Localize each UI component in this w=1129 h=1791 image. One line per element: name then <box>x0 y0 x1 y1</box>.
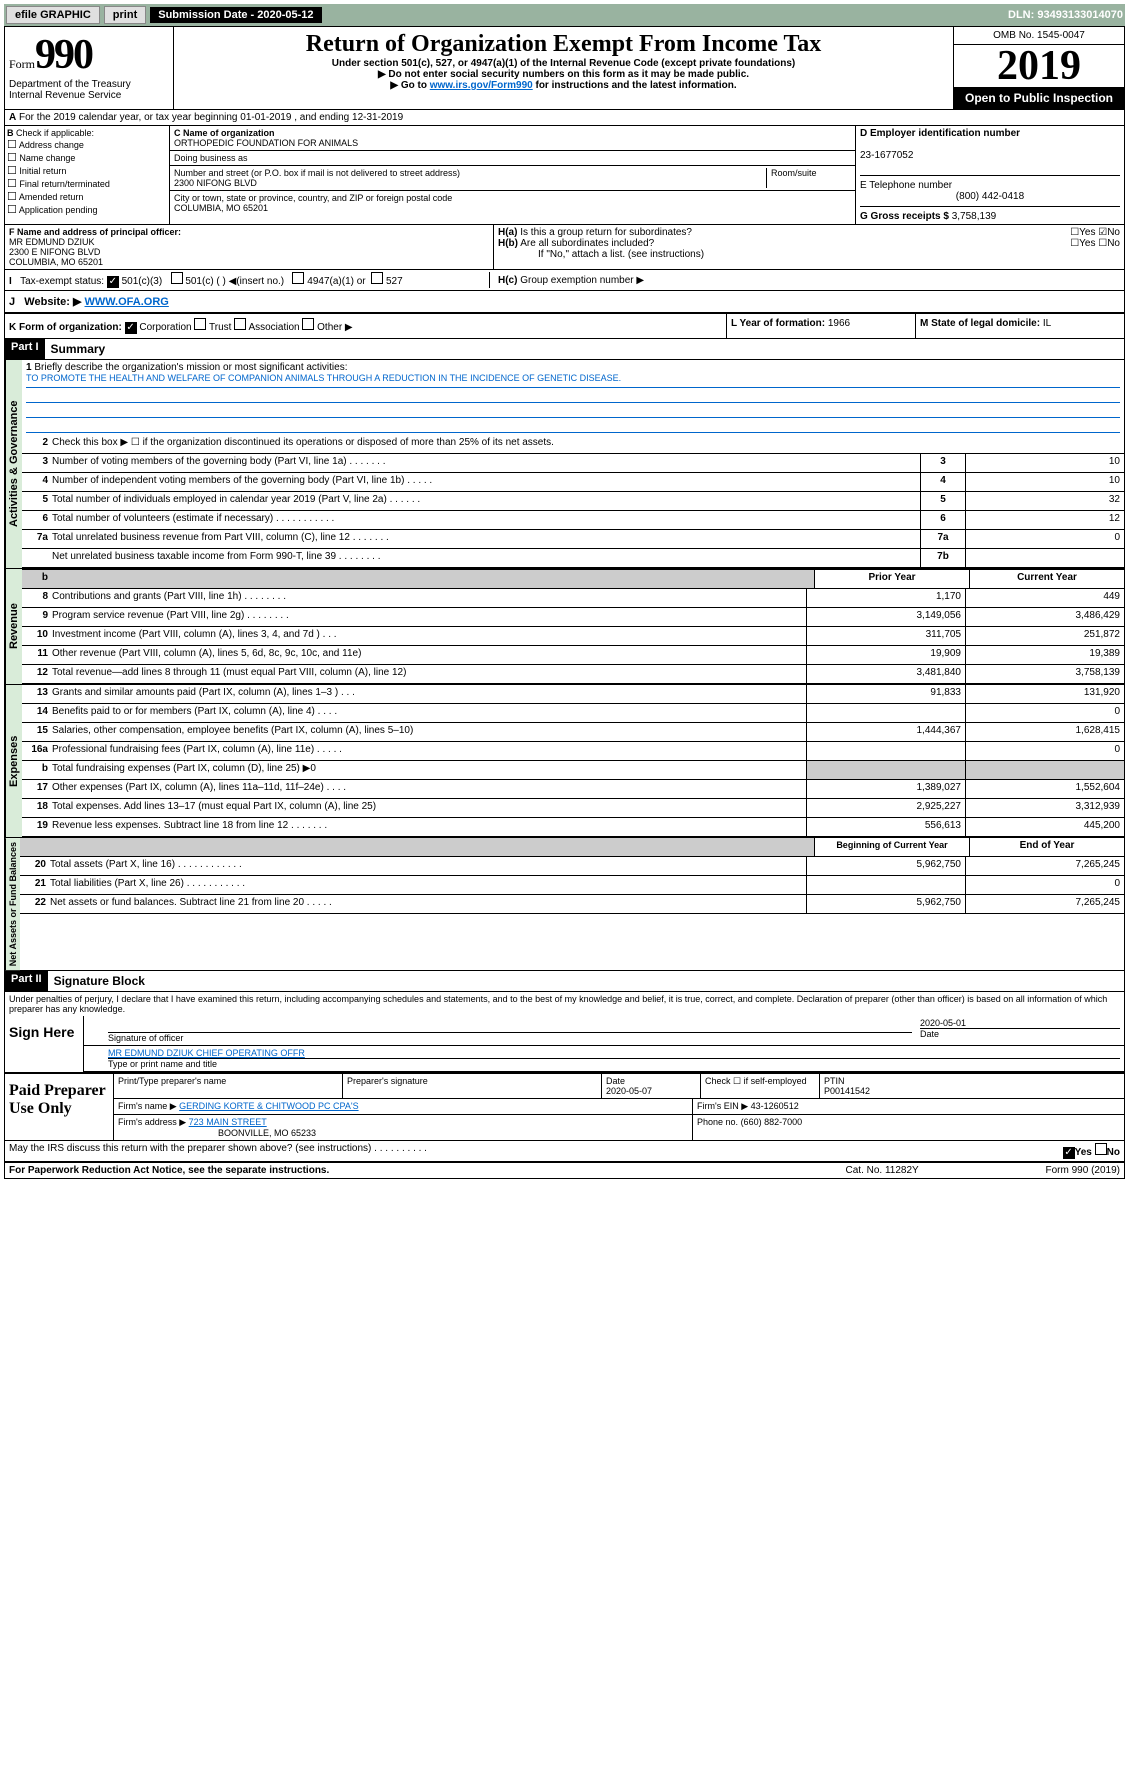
col-l: L Year of formation: 1966 <box>726 314 915 338</box>
col-k: K Form of organization: ✓ Corporation Tr… <box>5 314 726 338</box>
dln: DLN: 93493133014070 <box>1008 9 1123 21</box>
form-ref: Form 990 (2019) <box>1046 1165 1120 1176</box>
tax-year: 2019 <box>954 45 1124 87</box>
expenses-label: Expenses <box>5 685 22 837</box>
col-f: F Name and address of principal officer:… <box>5 225 494 269</box>
form-container: Form990 Department of the Treasury Inter… <box>4 26 1125 1179</box>
subtitle-2: ▶ Do not enter social security numbers o… <box>178 69 949 80</box>
part1-title: Summary <box>45 339 112 359</box>
revenue-label: Revenue <box>5 569 22 684</box>
cat-no: Cat. No. 11282Y <box>846 1165 1046 1176</box>
efile-btn[interactable]: efile GRAPHIC <box>6 6 100 24</box>
pra-notice: For Paperwork Reduction Act Notice, see … <box>9 1165 846 1176</box>
sign-here: Sign Here <box>5 1016 84 1072</box>
mission-text: TO PROMOTE THE HEALTH AND WELFARE OF COM… <box>26 373 1120 388</box>
toolbar: efile GRAPHIC print Submission Date - 20… <box>4 4 1125 26</box>
subtitle-1: Under section 501(c), 527, or 4947(a)(1)… <box>178 58 949 69</box>
irs: Internal Revenue Service <box>9 90 169 101</box>
form-number: 990 <box>35 32 92 78</box>
row-i: I Tax-exempt status: ✓ 501(c)(3) 501(c) … <box>5 270 1124 291</box>
submission-date: Submission Date - 2020-05-12 <box>150 7 321 23</box>
discuss-text: May the IRS discuss this return with the… <box>9 1143 1063 1159</box>
row-j: J Website: ▶ WWW.OFA.ORG <box>5 291 1124 314</box>
part1-header: Part I <box>5 339 45 359</box>
part2-title: Signature Block <box>48 971 151 991</box>
netassets-label: Net Assets or Fund Balances <box>5 838 20 970</box>
form-title: Return of Organization Exempt From Incom… <box>178 31 949 58</box>
open-public: Open to Public Inspection <box>954 87 1124 109</box>
col-m: M State of legal domicile: IL <box>915 314 1124 338</box>
print-btn[interactable]: print <box>104 6 146 24</box>
activities-label: Activities & Governance <box>5 360 22 568</box>
part2-header: Part II <box>5 971 48 991</box>
col-b: B Check if applicable: ☐ Address change … <box>5 126 170 224</box>
dept-treasury: Department of the Treasury <box>9 79 169 90</box>
form-word: Form <box>9 57 35 71</box>
paid-preparer: Paid Preparer Use Only <box>5 1074 113 1140</box>
subtitle-3: ▶ Go to www.irs.gov/Form990 for instruct… <box>178 80 949 91</box>
row-a: A For the 2019 calendar year, or tax yea… <box>5 110 1124 126</box>
perjury-text: Under penalties of perjury, I declare th… <box>5 992 1124 1016</box>
website-link[interactable]: WWW.OFA.ORG <box>85 296 169 308</box>
irs-link[interactable]: www.irs.gov/Form990 <box>430 80 533 91</box>
col-h: H(a) Is this a group return for subordin… <box>494 225 1124 269</box>
